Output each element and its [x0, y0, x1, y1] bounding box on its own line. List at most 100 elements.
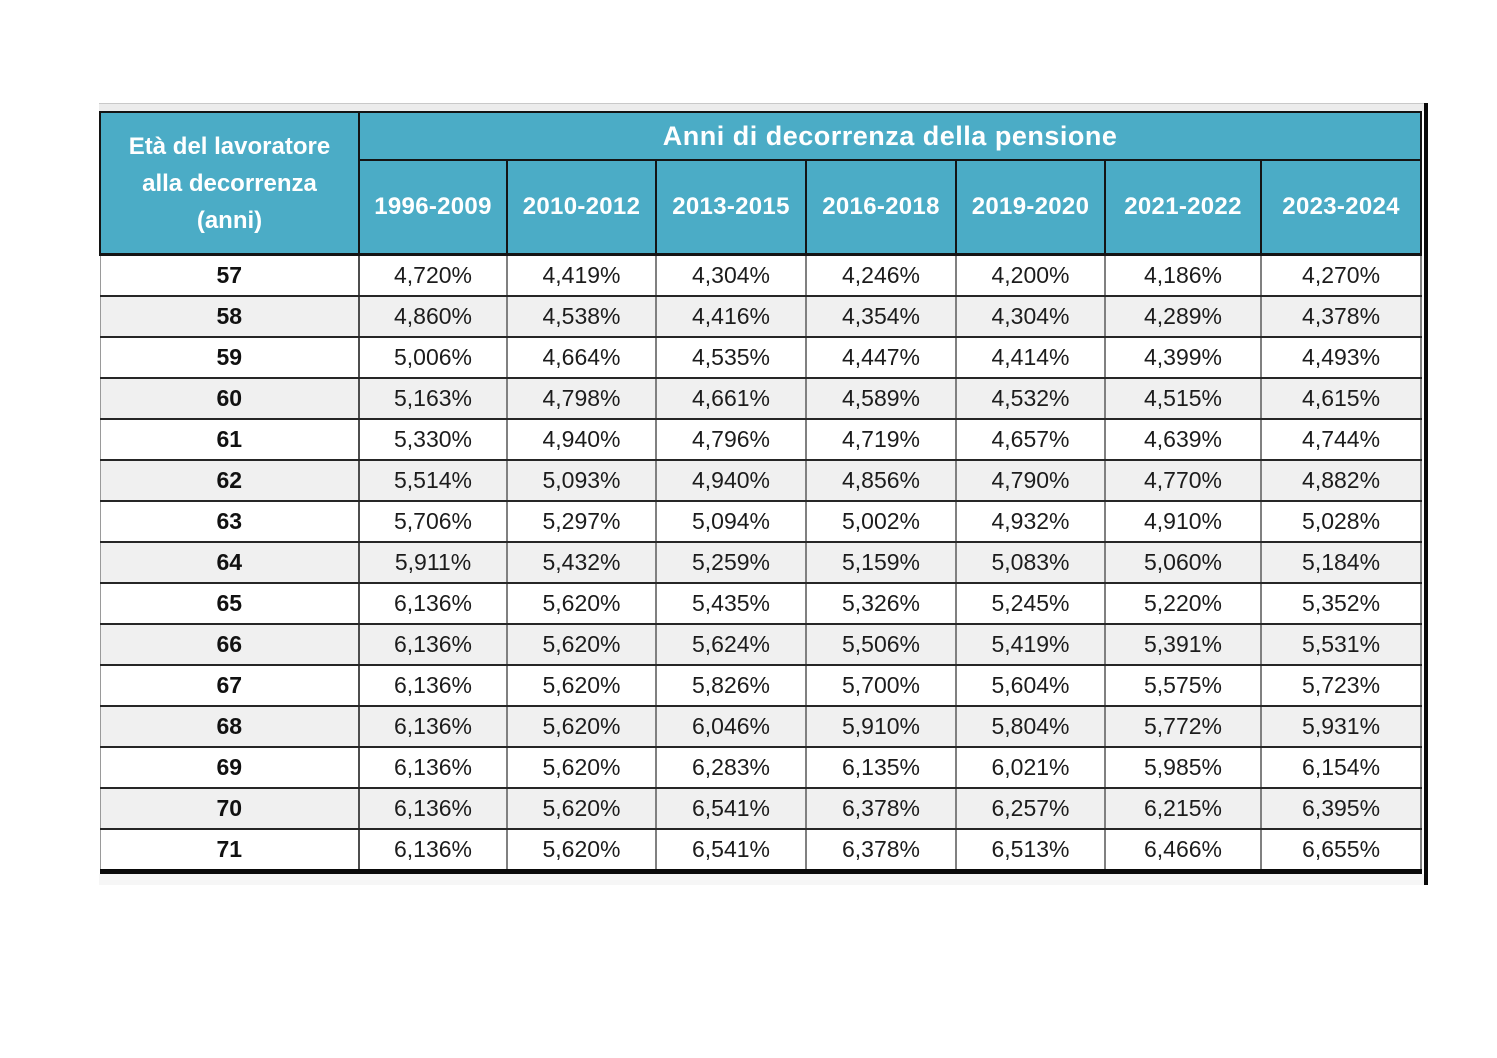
value-cell-61-1996-2009: 5,330%	[358, 418, 508, 461]
table-row-age-64: 64 5,911% 5,432% 5,259% 5,159% 5,083% 5,060% 5,…	[99, 541, 1423, 584]
value-cell-65-1996-2009: 6,136%	[358, 582, 508, 625]
top-gray-strip	[99, 103, 1424, 111]
value-cell-63-1996-2009: 5,706%	[358, 500, 508, 543]
value-cell-57-2013-2015: 4,304%	[655, 253, 807, 297]
value-cell-60-2010-2012: 4,798%	[506, 377, 657, 420]
value-cell-58-2023-2024: 4,378%	[1259, 295, 1423, 338]
age-cell: 65	[99, 582, 360, 625]
value-cell-61-2023-2024: 4,744%	[1259, 418, 1423, 461]
age-cell: 71	[99, 828, 360, 874]
value-cell-69-1996-2009: 6,136%	[358, 746, 508, 789]
value-cell-66-2019-2020: 5,419%	[955, 623, 1106, 666]
value-cell-63-2013-2015: 5,094%	[655, 500, 807, 543]
value-cell-63-2021-2022: 4,910%	[1104, 500, 1262, 543]
value-cell-57-2021-2022: 4,186%	[1104, 253, 1262, 297]
value-cell-66-1996-2009: 6,136%	[358, 623, 508, 666]
value-cell-68-2016-2018: 5,910%	[805, 705, 957, 748]
value-cell-69-2019-2020: 6,021%	[955, 746, 1106, 789]
value-cell-57-2010-2012: 4,419%	[506, 253, 657, 297]
value-cell-68-2021-2022: 5,772%	[1104, 705, 1262, 748]
value-cell-59-2019-2020: 4,414%	[955, 336, 1106, 379]
value-cell-66-2016-2018: 5,506%	[805, 623, 957, 666]
value-cell-71-2013-2015: 6,541%	[655, 828, 807, 874]
age-cell: 67	[99, 664, 360, 707]
value-cell-62-2019-2020: 4,790%	[955, 459, 1106, 502]
value-cell-57-2023-2024: 4,270%	[1259, 253, 1423, 297]
value-cell-66-2021-2022: 5,391%	[1104, 623, 1262, 666]
value-cell-64-2016-2018: 5,159%	[805, 541, 957, 584]
table-row-age-68: 68 6,136% 5,620% 6,046% 5,910% 5,804% 5,772% 5,…	[99, 705, 1423, 748]
value-cell-60-2023-2024: 4,615%	[1259, 377, 1423, 420]
value-cell-69-2016-2018: 6,135%	[805, 746, 957, 789]
value-cell-70-2021-2022: 6,215%	[1104, 787, 1262, 830]
column-header-2013-2015: 2013-2015	[655, 159, 807, 256]
value-cell-59-1996-2009: 5,006%	[358, 336, 508, 379]
value-cell-62-2016-2018: 4,856%	[805, 459, 957, 502]
value-cell-69-2021-2022: 5,985%	[1104, 746, 1262, 789]
value-cell-70-2013-2015: 6,541%	[655, 787, 807, 830]
value-cell-58-2013-2015: 4,416%	[655, 295, 807, 338]
age-cell: 70	[99, 787, 360, 830]
value-cell-71-2023-2024: 6,655%	[1259, 828, 1423, 874]
value-cell-61-2016-2018: 4,719%	[805, 418, 957, 461]
value-cell-61-2010-2012: 4,940%	[506, 418, 657, 461]
value-cell-58-2010-2012: 4,538%	[506, 295, 657, 338]
value-cell-66-2010-2012: 5,620%	[506, 623, 657, 666]
age-cell: 59	[99, 336, 360, 379]
value-cell-69-2010-2012: 5,620%	[506, 746, 657, 789]
value-cell-67-2016-2018: 5,700%	[805, 664, 957, 707]
age-cell: 58	[99, 295, 360, 338]
value-cell-61-2021-2022: 4,639%	[1104, 418, 1262, 461]
age-cell: 57	[99, 253, 360, 297]
table-row-age-60: 60 5,163% 4,798% 4,661% 4,589% 4,532% 4,515% 4,…	[99, 377, 1423, 420]
value-cell-63-2016-2018: 5,002%	[805, 500, 957, 543]
row-header-line2: alla decorrenza	[142, 169, 317, 197]
value-cell-67-2019-2020: 5,604%	[955, 664, 1106, 707]
bottom-gray-strip	[99, 874, 1424, 885]
value-cell-62-2023-2024: 4,882%	[1259, 459, 1423, 502]
value-cell-65-2013-2015: 5,435%	[655, 582, 807, 625]
value-cell-70-2010-2012: 5,620%	[506, 787, 657, 830]
table-title: Anni di decorrenza della pensione	[357, 111, 1423, 161]
value-cell-60-2021-2022: 4,515%	[1104, 377, 1262, 420]
value-cell-63-2023-2024: 5,028%	[1259, 500, 1423, 543]
table-row-age-58: 58 4,860% 4,538% 4,416% 4,354% 4,304% 4,289% 4,…	[99, 295, 1423, 338]
pension-coefficients-table: Età del lavoratore alla decorrenza (anni…	[99, 103, 1428, 885]
value-cell-60-2016-2018: 4,589%	[805, 377, 957, 420]
value-cell-67-2013-2015: 5,826%	[655, 664, 807, 707]
value-cell-70-1996-2009: 6,136%	[358, 787, 508, 830]
value-cell-65-2021-2022: 5,220%	[1104, 582, 1262, 625]
value-cell-66-2023-2024: 5,531%	[1259, 623, 1423, 666]
table-row-age-62: 62 5,514% 5,093% 4,940% 4,856% 4,790% 4,770% 4,…	[99, 459, 1423, 502]
column-header-2019-2020: 2019-2020	[955, 159, 1106, 256]
value-cell-60-2019-2020: 4,532%	[955, 377, 1106, 420]
row-header-line3: (anni)	[196, 206, 263, 234]
value-cell-57-2016-2018: 4,246%	[805, 253, 957, 297]
value-cell-68-2023-2024: 5,931%	[1259, 705, 1423, 748]
value-cell-69-2023-2024: 6,154%	[1259, 746, 1423, 789]
value-cell-64-1996-2009: 5,911%	[358, 541, 508, 584]
value-cell-68-1996-2009: 6,136%	[358, 705, 508, 748]
column-header-row: 1996-2009 2010-2012 2013-2015 2016-2018 2019…	[100, 159, 1423, 256]
table-row-age-59: 59 5,006% 4,664% 4,535% 4,447% 4,414% 4,399% 4,…	[99, 336, 1423, 379]
value-cell-59-2021-2022: 4,399%	[1104, 336, 1262, 379]
value-cell-71-2016-2018: 6,378%	[805, 828, 957, 874]
age-cell: 66	[99, 623, 360, 666]
table-row-age-66: 66 6,136% 5,620% 5,624% 5,506% 5,419% 5,391% 5,…	[99, 623, 1423, 666]
table-row-age-57: 57 4,720% 4,419% 4,304% 4,246% 4,200% 4,186% 4,…	[99, 253, 1423, 297]
table-title-row: Età del lavoratore alla decorrenza (anni…	[99, 111, 1423, 256]
column-header-2021-2022: 2021-2022	[1104, 159, 1262, 256]
value-cell-59-2013-2015: 4,535%	[655, 336, 807, 379]
row-header-title: Età del lavoratore alla decorrenza (anni…	[99, 111, 360, 256]
value-cell-65-2023-2024: 5,352%	[1259, 582, 1423, 625]
data-table: Età del lavoratore alla decorrenza (anni…	[99, 111, 1423, 874]
value-cell-62-2021-2022: 4,770%	[1104, 459, 1262, 502]
age-cell: 63	[99, 500, 360, 543]
column-header-2016-2018: 2016-2018	[805, 159, 957, 256]
value-cell-70-2023-2024: 6,395%	[1259, 787, 1423, 830]
value-cell-59-2023-2024: 4,493%	[1259, 336, 1423, 379]
value-cell-70-2016-2018: 6,378%	[805, 787, 957, 830]
value-cell-59-2016-2018: 4,447%	[805, 336, 957, 379]
value-cell-59-2010-2012: 4,664%	[506, 336, 657, 379]
table-row-age-69: 69 6,136% 5,620% 6,283% 6,135% 6,021% 5,985% 6,…	[99, 746, 1423, 789]
